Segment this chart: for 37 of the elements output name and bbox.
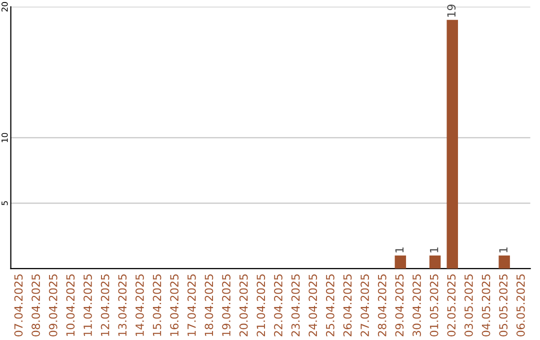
x-tick-label: 17.04.2025 [187,274,196,336]
x-tick-label: 26.04.2025 [343,274,352,336]
x-tick-label: 29.04.2025 [395,274,404,336]
x-tick-label: 11.04.2025 [84,274,92,336]
x-tick-label: 06.05.2025 [516,274,525,336]
data-label: 1 [395,248,404,252]
x-tick-label: 09.04.2025 [48,274,58,336]
y-tick-label: 20 [1,2,8,12]
x-tick-label: 30.04.2025 [412,274,421,336]
x-tick-label: 24.04.2025 [308,274,318,336]
y-tick-label: 10 [1,132,8,142]
x-tick-label: 28.04.2025 [378,274,386,336]
x-tick-label: 21.04.2025 [256,274,266,336]
x-tick-label: 03.05.2025 [464,274,473,336]
x-tick-label: 14.04.2025 [135,274,144,336]
x-tick-label: 13.04.2025 [118,274,127,336]
x-tick-label: 19.04.2025 [222,274,230,336]
x-tick-label: 04.05.2025 [482,274,490,336]
x-tick-label: 16.04.2025 [170,274,179,336]
x-tick-label: 01.05.2025 [430,274,438,336]
x-tick-label: 23.04.2025 [291,274,300,336]
x-tick-label: 20.04.2025 [239,274,248,336]
x-tick-label: 27.04.2025 [360,274,369,336]
x-tick-label: 02.05.2025 [447,274,456,336]
x-tick-label: 22.04.2025 [274,274,282,336]
x-tick-label: 05.05.2025 [499,274,508,336]
x-tick-label: 25.04.2025 [326,274,334,336]
data-label: 1 [430,248,438,252]
x-tick-label: 08.04.2025 [32,274,40,336]
y-tick-label: 5 [2,201,8,206]
x-tick-label: 07.04.2025 [14,274,23,336]
x-tick-label: 12.04.2025 [100,274,110,336]
x-tick-label: 15.04.2025 [152,274,162,336]
data-label: 19 [447,4,456,17]
x-tick-label: 10.04.2025 [66,274,75,336]
data-label: 1 [499,248,508,252]
x-tick-label: 18.04.2025 [204,274,214,336]
